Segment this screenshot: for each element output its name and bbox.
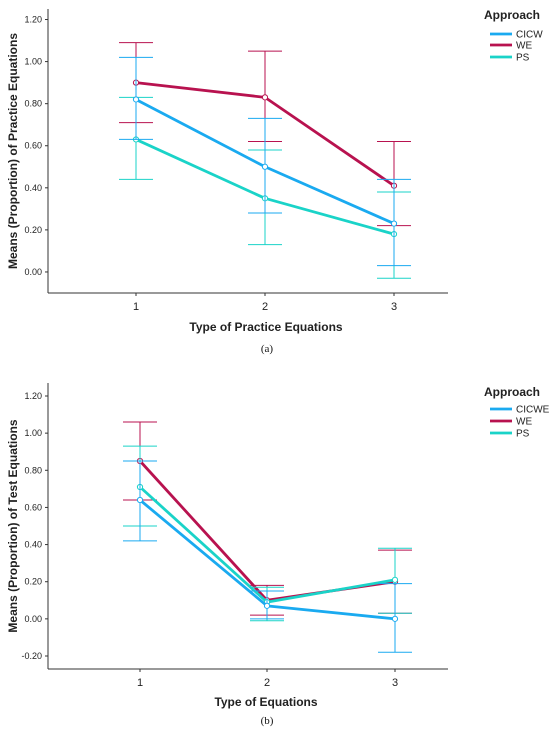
legend-label: CICWE: [516, 405, 550, 416]
data-point: [263, 602, 271, 609]
y-tick-label: 0.80: [24, 99, 42, 109]
legend-label: WE: [516, 417, 532, 428]
y-tick-label: 0.80: [24, 465, 42, 475]
x-tick-label: 2: [262, 301, 268, 313]
y-tick-label: 0.60: [24, 141, 42, 151]
panel-caption: (b): [261, 715, 274, 727]
y-tick-label: 1.00: [24, 428, 42, 438]
y-tick-label: 0.20: [24, 577, 42, 587]
y-tick-label: 1.20: [24, 15, 42, 25]
data-point: [132, 96, 140, 103]
legend-title: Approach: [484, 8, 540, 22]
y-tick-label: 0.40: [24, 183, 42, 193]
series-we: [123, 421, 412, 616]
data-point: [390, 220, 398, 227]
x-tick-label: 2: [264, 677, 270, 689]
legend-label: WE: [516, 41, 532, 52]
y-axis-label: Means (Proportion) of Test Equations: [6, 419, 20, 632]
data-point: [391, 615, 399, 622]
series-cicwe: [123, 460, 412, 653]
y-tick-label: 0.60: [24, 502, 42, 512]
y-axis-label: Means (Proportion) of Practice Equations: [6, 33, 20, 269]
data-point: [136, 496, 144, 504]
chart-panel-b: -0.20 0.00 0.20 0.40 0.60 0.80 1.00 1.20 1 2 3 Mean…: [6, 383, 550, 727]
y-tick-label: 0.40: [24, 540, 42, 550]
series-cicw: [119, 56, 411, 267]
legend-title: Approach: [484, 385, 540, 399]
y-tick-label: 1.00: [24, 57, 42, 67]
chart-panel-a: 0.00 0.20 0.40 0.60 0.80 1.00 1.20 1 2 3 Means (Pr…: [6, 8, 543, 355]
y-tick-label: 0.20: [24, 225, 42, 235]
x-tick-label: 3: [391, 301, 397, 313]
x-tick-label: 1: [137, 677, 143, 689]
y-tick-label: 0.00: [24, 267, 42, 277]
data-point: [261, 94, 269, 101]
y-tick-label: 0.00: [24, 614, 42, 624]
x-axis-label: Type of Practice Equations: [189, 320, 342, 334]
legend-label: PS: [516, 53, 530, 64]
y-tick-label: -0.20: [21, 651, 42, 661]
data-point: [261, 163, 269, 170]
x-axis-label: Type of Equations: [214, 695, 317, 709]
x-tick-label: 3: [392, 677, 398, 689]
legend-label: CICW: [516, 30, 543, 41]
panel-caption: (a): [261, 343, 274, 355]
legend-label: PS: [516, 429, 530, 440]
data-point: [391, 576, 399, 583]
x-tick-label: 1: [133, 301, 139, 313]
y-tick-label: 1.20: [24, 391, 42, 401]
